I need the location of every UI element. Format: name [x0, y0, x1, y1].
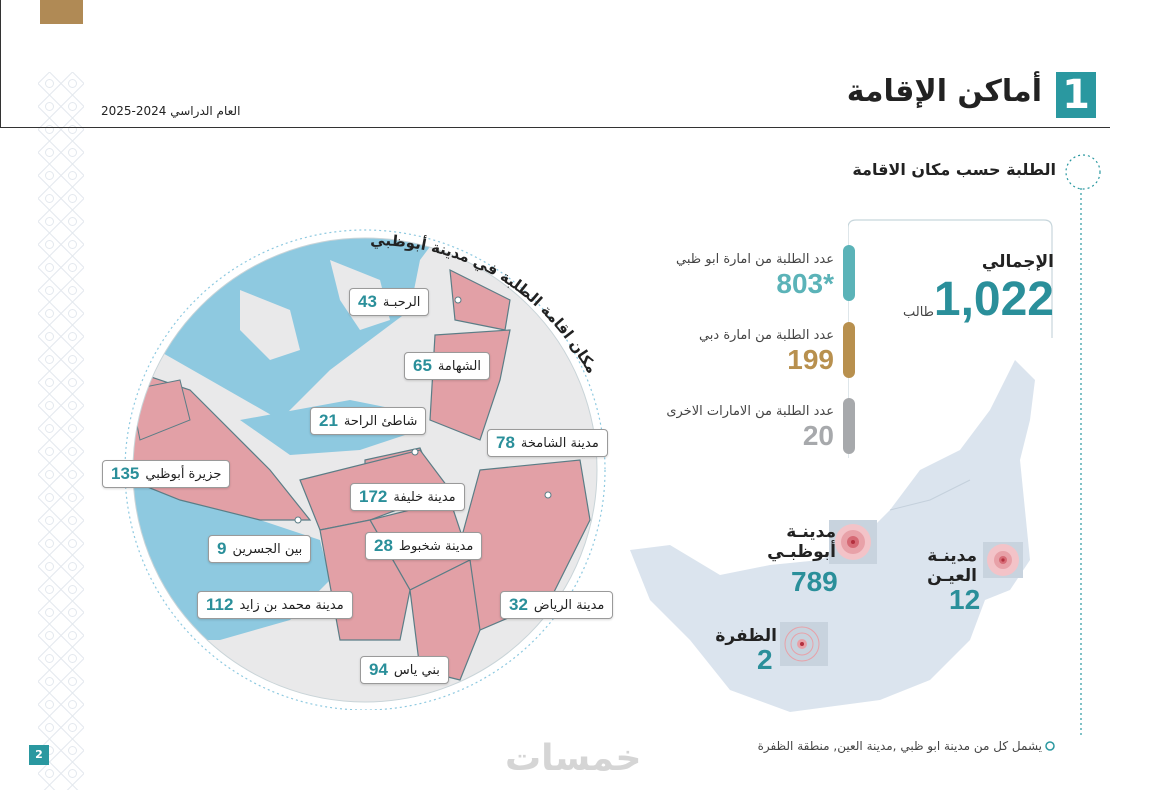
page-title: أماكن الإقامة: [846, 74, 1042, 109]
totals-frame: [848, 219, 1053, 458]
hotspot-al-ain: [983, 542, 1023, 578]
stat-label-dubai: عدد الطلبة من امارة دبي: [698, 328, 834, 343]
hotspot-abu-dhabi: [829, 520, 877, 564]
decorative-pattern: [38, 72, 84, 790]
district-label-riyadh: مدينة الرياض 32: [500, 591, 614, 619]
district-label-raha-beach: شاطئ الراحة 21: [310, 407, 427, 435]
stat-bar-dubai: [843, 322, 855, 378]
page-number: 2: [29, 745, 49, 765]
stat-value-other-emirates: 20: [802, 420, 834, 451]
district-label-mbz-city: مدينة محمد بن زايد 112: [197, 591, 353, 619]
total-unit: طالب: [903, 305, 935, 320]
region-name-al-dhafra: الظفرة: [715, 626, 777, 646]
region-value-abu-dhabi: 789: [791, 566, 838, 597]
district-label-rahba: الرحبـة 43: [349, 288, 430, 316]
stat-label-abu-dhabi: عدد الطلبة من امارة ابو ظبي: [676, 252, 834, 267]
hotspot-al-dhafra: [780, 622, 828, 666]
stat-value-dubai: 199: [787, 344, 834, 375]
stat-bar-abu-dhabi: [843, 245, 855, 301]
watermark-logo: خمسات: [505, 738, 642, 779]
academic-year: العام الدراسي 2024-2025: [101, 104, 241, 118]
stat-value-abu-dhabi: 803*: [776, 268, 834, 299]
region-name-abu-dhabi: مدينـة أبوظبـي: [767, 522, 836, 562]
total-value: 1,022: [933, 273, 1054, 326]
district-label-shamkha: مدينة الشامخة 78: [487, 429, 608, 457]
district-label-bani-yas: بني ياس 94: [360, 656, 449, 684]
district-label-abu-dhabi-island: جزيرة أبوظبي 135: [102, 460, 231, 488]
footnote: يشمل كل من مدينة ابو ظبي ,مدينة العين, م…: [757, 739, 1042, 753]
district-label-shakhbout: مدينة شخبوط 28: [365, 532, 483, 560]
region-value-al-dhafra: 2: [757, 644, 773, 675]
decorative-tab: [40, 0, 83, 24]
header-border: [0, 0, 1, 128]
header-divider: [0, 127, 1110, 128]
footnote-bullet-icon: [1045, 741, 1055, 751]
district-label-bain-al-jesrain: بين الجسرين 9: [208, 535, 312, 563]
stat-bar-other-emirates: [843, 398, 855, 454]
section-number: 1: [1056, 72, 1096, 118]
section-heading: الطلبة حسب مكان الاقامة: [852, 160, 1056, 179]
dotted-connector: [1080, 188, 1082, 738]
region-name-al-ain: مدينـة العيـن: [927, 546, 977, 586]
district-label-khalifa-city: مدينة خليفة 172: [350, 483, 465, 511]
region-value-al-ain: 12: [949, 584, 981, 615]
total-label: الإجمالي: [981, 252, 1054, 272]
uae-map: [630, 360, 1035, 712]
section-marker-icon: [1065, 154, 1101, 190]
district-label-shamkha-north: الشهامة 65: [404, 352, 490, 380]
stat-label-other-emirates: عدد الطلبة من الامارات الاخرى: [666, 404, 834, 419]
